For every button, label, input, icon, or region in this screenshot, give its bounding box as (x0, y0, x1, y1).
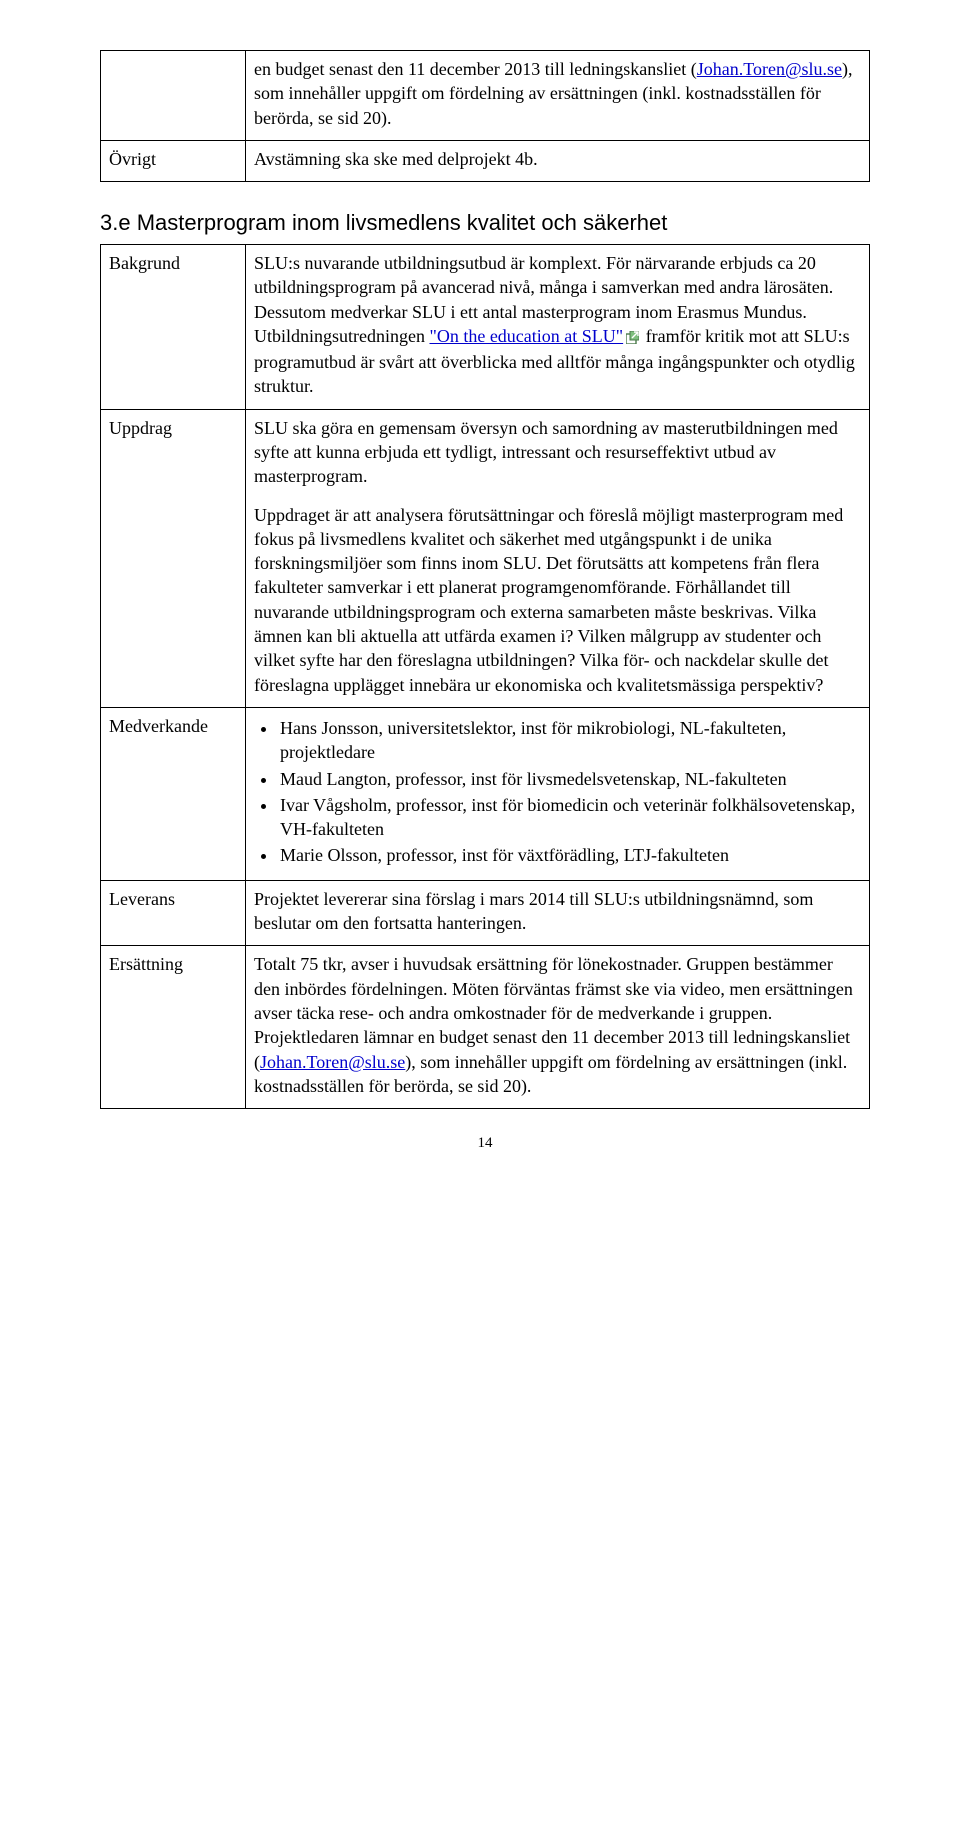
list-item: Hans Jonsson, universitetslektor, inst f… (278, 716, 861, 765)
ovrigt-label: Övrigt (101, 140, 246, 181)
text: en budget senast den 11 december 2013 ti… (254, 59, 697, 79)
medverkande-content: Hans Jonsson, universitetslektor, inst f… (246, 707, 870, 880)
list-item: Maud Langton, professor, inst för livsme… (278, 767, 861, 791)
bakgrund-content: SLU:s nuvarande utbildningsutbud är komp… (246, 245, 870, 410)
top-content-cell: en budget senast den 11 december 2013 ti… (246, 51, 870, 141)
ovrigt-value: Avstämning ska ske med delprojekt 4b. (246, 140, 870, 181)
medverkande-label: Medverkande (101, 707, 246, 880)
medverkande-list: Hans Jonsson, universitetslektor, inst f… (254, 716, 861, 868)
table-row: Ersättning Totalt 75 tkr, avser i huvuds… (101, 946, 870, 1109)
ersattning-content: Totalt 75 tkr, avser i huvudsak ersättni… (246, 946, 870, 1109)
bakgrund-label: Bakgrund (101, 245, 246, 410)
leverans-label: Leverans (101, 880, 246, 946)
leverans-value: Projektet levererar sina förslag i mars … (246, 880, 870, 946)
education-link[interactable]: "On the education at SLU" (429, 326, 623, 346)
top-table: en budget senast den 11 december 2013 ti… (100, 50, 870, 182)
section-heading: 3.e Masterprogram inom livsmedlens kvali… (100, 210, 870, 236)
email-link[interactable]: Johan.Toren@slu.se (697, 59, 842, 79)
table-row: Bakgrund SLU:s nuvarande utbildningsutbu… (101, 245, 870, 410)
table-row: Övrigt Avstämning ska ske med delprojekt… (101, 140, 870, 181)
page-number: 14 (100, 1135, 870, 1152)
uppdrag-label: Uppdrag (101, 409, 246, 707)
text: SLU ska göra en gemensam översyn och sam… (254, 416, 861, 489)
list-item: Ivar Vågsholm, professor, inst för biome… (278, 793, 861, 842)
ersattning-label: Ersättning (101, 946, 246, 1109)
top-label-cell (101, 51, 246, 141)
table-row: Leverans Projektet levererar sina försla… (101, 880, 870, 946)
email-link[interactable]: Johan.Toren@slu.se (260, 1052, 405, 1072)
table-row: Uppdrag SLU ska göra en gemensam översyn… (101, 409, 870, 707)
paragraph-gap (254, 489, 861, 503)
table-row: Medverkande Hans Jonsson, universitetsle… (101, 707, 870, 880)
uppdrag-content: SLU ska göra en gemensam översyn och sam… (246, 409, 870, 707)
main-table: Bakgrund SLU:s nuvarande utbildningsutbu… (100, 244, 870, 1109)
list-item: Marie Olsson, professor, inst för växtfö… (278, 843, 861, 867)
external-link-icon (626, 326, 639, 350)
table-row: en budget senast den 11 december 2013 ti… (101, 51, 870, 141)
text: Uppdraget är att analysera förutsättning… (254, 503, 861, 697)
